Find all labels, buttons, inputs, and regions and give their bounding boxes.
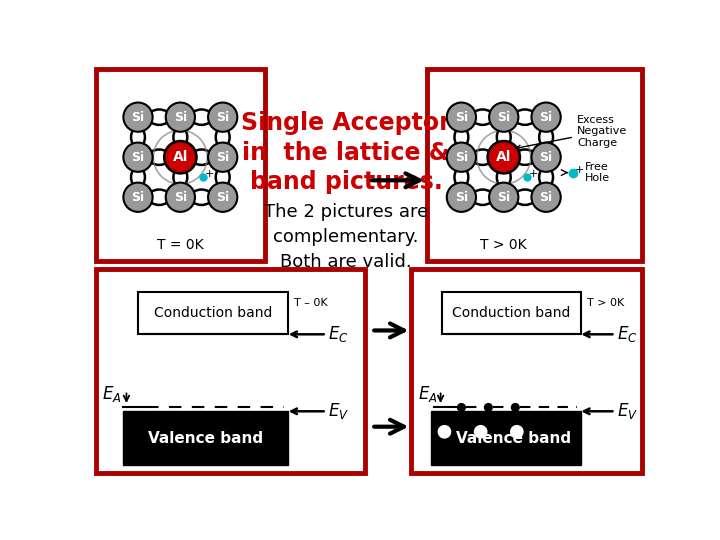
Circle shape: [123, 143, 153, 172]
Text: Si: Si: [539, 111, 553, 124]
Circle shape: [531, 143, 561, 172]
Ellipse shape: [174, 167, 187, 187]
Ellipse shape: [191, 110, 212, 125]
Ellipse shape: [216, 127, 230, 147]
Text: Valence band: Valence band: [456, 431, 571, 445]
Circle shape: [489, 183, 518, 212]
Bar: [411, 269, 642, 473]
Circle shape: [208, 103, 238, 132]
Text: Excess
Negative
Charge: Excess Negative Charge: [516, 115, 627, 150]
Ellipse shape: [472, 150, 494, 165]
Bar: [122, 411, 288, 465]
Text: T > 0K: T > 0K: [587, 298, 624, 308]
Circle shape: [438, 426, 451, 438]
Ellipse shape: [174, 127, 187, 147]
Ellipse shape: [131, 167, 145, 187]
Circle shape: [457, 403, 465, 411]
Text: +: +: [528, 169, 538, 179]
Text: Al: Al: [173, 150, 188, 164]
Text: Si: Si: [216, 191, 229, 204]
Text: $E_V$: $E_V$: [617, 401, 638, 421]
Ellipse shape: [191, 190, 212, 205]
Ellipse shape: [191, 150, 212, 165]
Bar: [138, 292, 288, 334]
Circle shape: [123, 183, 153, 212]
Text: $E_A$: $E_A$: [418, 384, 437, 404]
Text: $E_C$: $E_C$: [617, 325, 637, 345]
Text: T – 0K: T – 0K: [294, 298, 328, 308]
Text: Si: Si: [539, 191, 553, 204]
Text: The 2 pictures are
complementary.
Both are valid.: The 2 pictures are complementary. Both a…: [264, 204, 428, 272]
Circle shape: [489, 103, 518, 132]
Ellipse shape: [148, 190, 170, 205]
Text: Conduction band: Conduction band: [154, 306, 272, 320]
Text: Si: Si: [174, 111, 187, 124]
Circle shape: [474, 426, 487, 438]
Text: Si: Si: [498, 191, 510, 204]
Bar: [96, 69, 265, 261]
Bar: [442, 292, 581, 334]
Circle shape: [166, 103, 195, 132]
Text: Si: Si: [132, 111, 145, 124]
Circle shape: [511, 403, 519, 411]
Ellipse shape: [514, 110, 536, 125]
Ellipse shape: [148, 110, 170, 125]
Text: +: +: [575, 165, 584, 174]
Ellipse shape: [539, 167, 553, 187]
Ellipse shape: [497, 167, 510, 187]
Text: +: +: [205, 169, 215, 179]
Ellipse shape: [539, 127, 553, 147]
Circle shape: [208, 143, 238, 172]
Ellipse shape: [514, 150, 536, 165]
Text: Si: Si: [216, 151, 229, 164]
Text: Free
Hole: Free Hole: [585, 162, 611, 184]
Text: $E_V$: $E_V$: [328, 401, 349, 421]
Ellipse shape: [148, 150, 170, 165]
Circle shape: [531, 183, 561, 212]
Bar: [427, 69, 642, 261]
Ellipse shape: [514, 190, 536, 205]
Ellipse shape: [131, 127, 145, 147]
Circle shape: [485, 403, 492, 411]
Bar: [96, 269, 365, 473]
Text: Valence band: Valence band: [148, 431, 263, 445]
Text: Si: Si: [216, 111, 229, 124]
Circle shape: [510, 426, 523, 438]
Bar: [431, 411, 581, 465]
Circle shape: [123, 103, 153, 132]
Ellipse shape: [472, 110, 494, 125]
Text: Si: Si: [455, 111, 468, 124]
Text: Si: Si: [132, 191, 145, 204]
Circle shape: [164, 141, 197, 173]
Text: $E_C$: $E_C$: [328, 325, 348, 345]
Text: Si: Si: [174, 191, 187, 204]
Ellipse shape: [497, 127, 510, 147]
Text: Si: Si: [132, 151, 145, 164]
Text: Conduction band: Conduction band: [452, 306, 571, 320]
Text: T = 0K: T = 0K: [157, 238, 204, 252]
Text: Si: Si: [498, 111, 510, 124]
Circle shape: [166, 183, 195, 212]
Circle shape: [447, 183, 476, 212]
Circle shape: [447, 103, 476, 132]
Ellipse shape: [216, 167, 230, 187]
Text: Si: Si: [455, 151, 468, 164]
Circle shape: [447, 143, 476, 172]
Text: Si: Si: [539, 151, 553, 164]
Ellipse shape: [472, 190, 494, 205]
Text: Al: Al: [496, 150, 511, 164]
Ellipse shape: [454, 127, 468, 147]
Text: T > 0K: T > 0K: [480, 238, 527, 252]
Text: $E_A$: $E_A$: [102, 384, 122, 404]
Text: Si: Si: [455, 191, 468, 204]
Text: Single Acceptor
in  the lattice &
band pictures.: Single Acceptor in the lattice & band pi…: [241, 111, 451, 194]
Ellipse shape: [454, 167, 468, 187]
Circle shape: [208, 183, 238, 212]
Circle shape: [531, 103, 561, 132]
Circle shape: [487, 141, 520, 173]
